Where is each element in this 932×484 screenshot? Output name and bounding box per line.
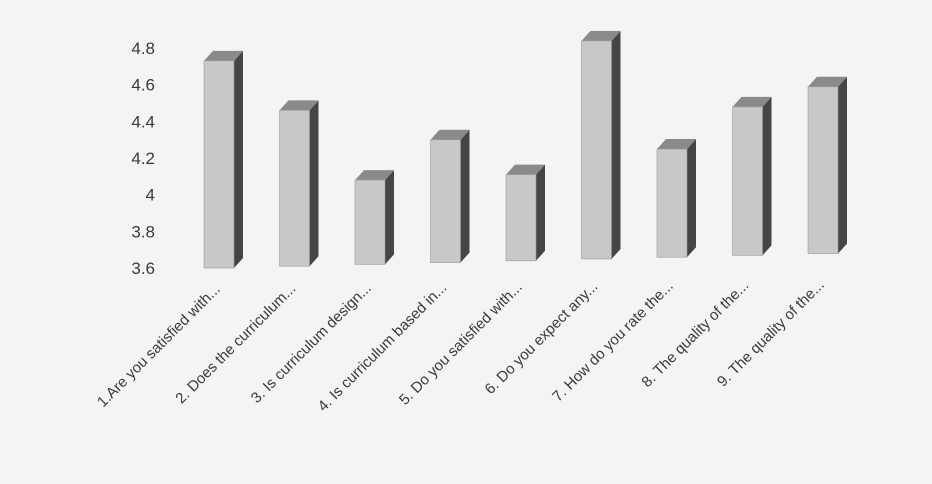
bar-top: [581, 30, 621, 41]
x-category-label: 2. Does the curriculum...: [172, 280, 299, 407]
bar-side: [838, 76, 847, 254]
bar-front: [203, 60, 235, 269]
bar-top: [430, 129, 470, 140]
y-tick-label: 3.8: [131, 222, 155, 241]
y-tick-label: 4.4: [131, 112, 155, 131]
x-category-label: 4. Is curriculum based in...: [315, 279, 451, 415]
bar: [430, 129, 470, 263]
bar: [354, 170, 394, 265]
y-axis-ticks: 4.8 4.6 4.4 4.2 4 3.8 3.6: [131, 39, 155, 278]
bar: [203, 50, 243, 269]
bar-top: [506, 164, 545, 175]
bar-top: [279, 100, 319, 111]
x-category-label: 5. Do you satisfied with...: [396, 279, 526, 409]
bar: [581, 30, 621, 260]
bars: [203, 30, 847, 269]
bar-top: [355, 170, 394, 181]
bar-side: [762, 96, 772, 256]
y-tick-label: 3.6: [131, 259, 155, 278]
bar-front: [732, 106, 763, 256]
bar-front: [807, 86, 839, 254]
bar-side: [687, 139, 696, 258]
bar: [656, 139, 696, 258]
bar: [505, 164, 545, 262]
x-category-label: 7. How do you rate the...: [549, 278, 677, 406]
bar-top: [808, 76, 847, 87]
bar-front: [279, 110, 310, 267]
bar-side: [611, 30, 621, 260]
y-tick-label: 4.6: [131, 76, 155, 95]
y-tick-label: 4.2: [131, 149, 155, 168]
bar: [732, 96, 772, 256]
bar-front: [505, 174, 537, 262]
bar-side: [536, 164, 545, 261]
bar-top: [657, 139, 696, 150]
x-category-label: 3. Is curriculum design...: [248, 280, 375, 407]
bar-top: [732, 96, 772, 107]
bar-side: [234, 50, 243, 269]
bar-front: [656, 148, 688, 258]
bar-front: [581, 40, 612, 260]
bar-front: [430, 139, 461, 263]
bar: [807, 76, 847, 254]
y-tick-label: 4.8: [131, 39, 155, 58]
x-category-label: 1.Are you satisfied with...: [94, 281, 224, 411]
x-axis-labels: 1.Are you satisfied with...2. Does the c…: [94, 276, 828, 415]
y-tick-label: 4: [146, 186, 155, 205]
bar-side: [309, 100, 319, 267]
bar-side: [460, 129, 470, 263]
bar-front: [354, 179, 386, 265]
bar-side: [385, 170, 394, 265]
bar-top: [204, 50, 243, 61]
bar: [279, 100, 319, 267]
